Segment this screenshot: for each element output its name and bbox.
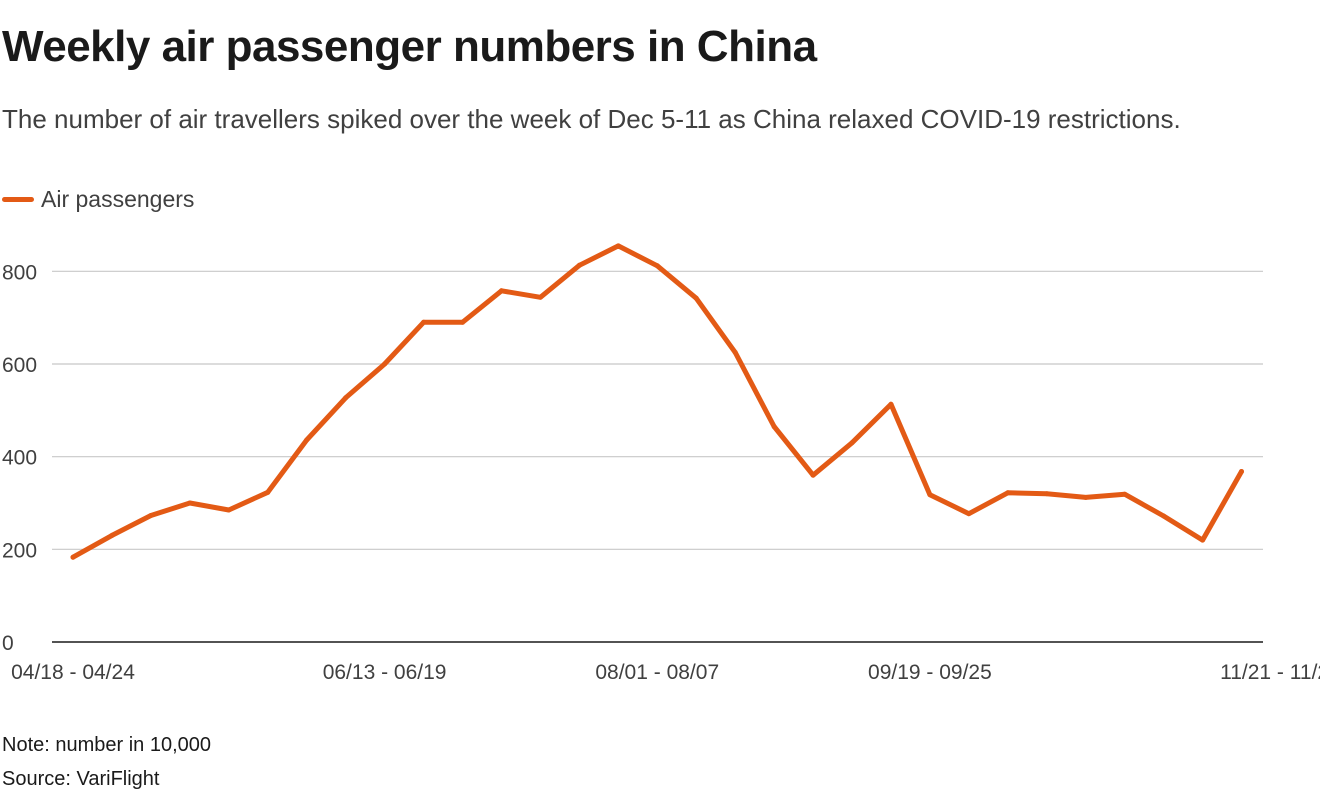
data-point [187, 500, 193, 506]
data-point [498, 288, 504, 294]
x-axis-ticks: 04/18 - 04/24 06/13 - 06/19 08/01 - 08/07 0… [11, 661, 1320, 684]
data-point [226, 507, 232, 513]
data-point [460, 319, 465, 325]
y-tick-label: 400 [2, 447, 37, 470]
data-point [382, 361, 388, 367]
y-tick-label: 600 [2, 354, 37, 377]
chart-subtitle: The number of air travellers spiked over… [2, 104, 1181, 134]
y-tick-label: 800 [2, 261, 37, 284]
data-point [849, 440, 855, 446]
data-point [1044, 491, 1050, 497]
line-chart: 0 200 400 600 800 04/18 - 04/24 06/13 - 06/19… [2, 243, 1320, 684]
chart-note: Note: number in 10,000 [2, 734, 212, 756]
series-group [70, 243, 1244, 560]
x-tick-label: 06/13 - 06/19 [323, 661, 447, 684]
x-tick-label: 11/21 - 11/27 [1220, 661, 1320, 684]
y-axis-ticks: 0 200 400 600 800 [2, 261, 37, 655]
data-point [109, 532, 115, 538]
data-point [304, 437, 310, 443]
chart-source: Source: VariFlight [2, 768, 160, 790]
legend: Air passengers [2, 186, 194, 213]
data-point [771, 424, 777, 430]
data-point [421, 319, 427, 325]
data-point [70, 554, 76, 560]
data-point [693, 295, 699, 301]
y-tick-label: 0 [2, 632, 14, 655]
data-point [966, 511, 972, 517]
data-point [537, 294, 543, 300]
data-point [1083, 494, 1089, 500]
x-tick-label: 04/18 - 04/24 [11, 661, 135, 684]
data-point [1122, 491, 1128, 497]
x-tick-label: 08/01 - 08/07 [595, 661, 719, 684]
data-point [148, 513, 154, 519]
data-point [265, 489, 271, 495]
legend-swatch [2, 197, 34, 202]
data-point [888, 401, 894, 407]
gridlines [52, 270, 1263, 550]
data-point [1005, 490, 1011, 496]
data-point [732, 349, 738, 355]
data-point [1239, 468, 1244, 474]
data-point [615, 243, 621, 249]
data-point [1200, 537, 1206, 543]
data-point [343, 395, 349, 401]
x-tick-label: 09/19 - 09/25 [868, 661, 992, 684]
data-point [810, 472, 816, 478]
data-point [1161, 513, 1167, 519]
data-point [654, 263, 660, 269]
y-tick-label: 200 [2, 539, 37, 562]
data-point [576, 262, 582, 268]
data-point [927, 492, 933, 498]
legend-label: Air passengers [41, 186, 195, 212]
chart-title: Weekly air passenger numbers in China [2, 22, 817, 71]
series-line-air-passengers [70, 243, 1244, 560]
